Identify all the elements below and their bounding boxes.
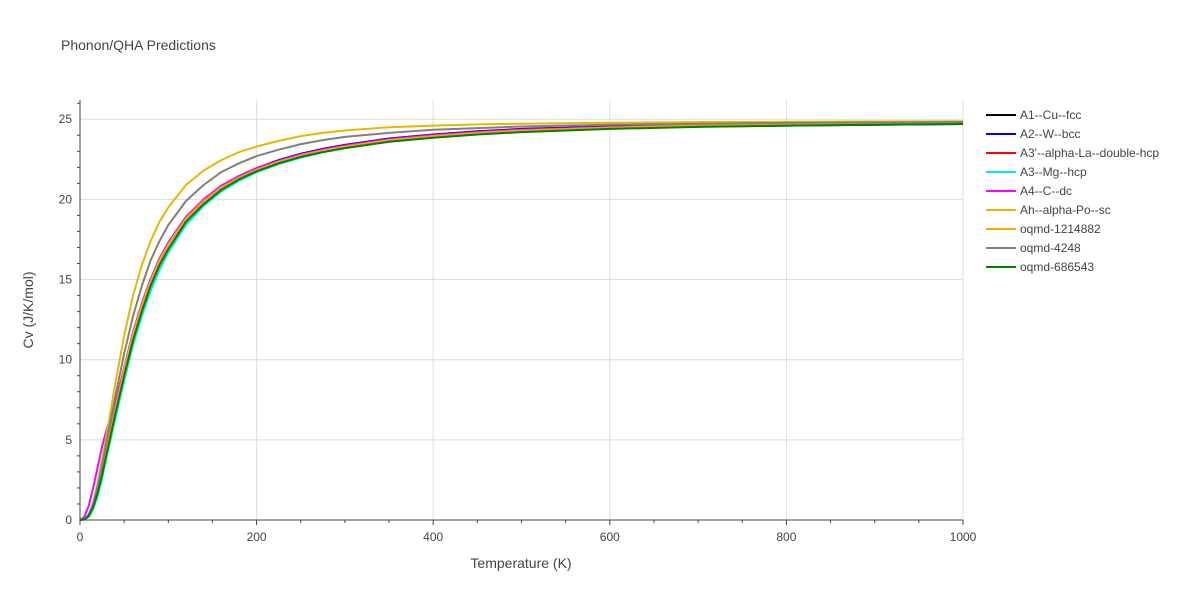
legend-label: A3--Mg--hcp bbox=[1020, 165, 1087, 179]
x-tick-label: 800 bbox=[776, 530, 796, 544]
legend-label: A3'--alpha-La--double-hcp bbox=[1020, 146, 1159, 160]
y-tick-label: 10 bbox=[59, 353, 73, 367]
series-line-A4--C--dc bbox=[80, 121, 963, 521]
legend-item[interactable]: A3'--alpha-La--double-hcp bbox=[986, 146, 1159, 160]
y-axis-label: Cv (J/K/mol) bbox=[20, 272, 36, 349]
legend-item[interactable]: A1--Cu--fcc bbox=[986, 108, 1081, 122]
y-axis-ticks: 0 5 10 15 20 25 bbox=[59, 102, 80, 527]
x-tick-label: 0 bbox=[77, 530, 84, 544]
x-tick-label: 200 bbox=[247, 530, 267, 544]
x-axis-label: Temperature (K) bbox=[470, 555, 571, 571]
x-tick-label: 600 bbox=[600, 530, 620, 544]
legend-label: Ah--alpha-Po--sc bbox=[1020, 203, 1111, 217]
y-tick-label: 0 bbox=[65, 513, 72, 527]
y-tick-label: 20 bbox=[59, 192, 73, 206]
chart-title: Phonon/QHA Predictions bbox=[61, 37, 216, 53]
series-line-oqmd-4248 bbox=[80, 121, 963, 521]
y-tick-label: 15 bbox=[59, 273, 73, 287]
legend-label: oqmd-4248 bbox=[1020, 241, 1081, 255]
y-tick-label: 5 bbox=[65, 433, 72, 447]
legend-label: A2--W--bcc bbox=[1020, 127, 1080, 141]
legend-item[interactable]: oqmd-1214882 bbox=[986, 222, 1101, 236]
x-tick-label: 400 bbox=[423, 530, 443, 544]
x-tick-label: 1000 bbox=[950, 530, 977, 544]
series-line-A1--Cu--fcc bbox=[80, 123, 963, 521]
series-line-A2--W--bcc bbox=[80, 121, 963, 521]
grid bbox=[80, 100, 964, 520]
legend-label: oqmd-1214882 bbox=[1020, 222, 1101, 236]
legend-label: A1--Cu--fcc bbox=[1020, 108, 1081, 122]
legend-label: A4--C--dc bbox=[1020, 184, 1072, 198]
legend-item[interactable]: Ah--alpha-Po--sc bbox=[986, 203, 1111, 217]
series-lines bbox=[80, 120, 963, 521]
series-line-oqmd-1214882 bbox=[80, 121, 963, 521]
legend: A1--Cu--fcc A2--W--bcc A3'--alpha-La--doub… bbox=[986, 108, 1159, 274]
x-axis-ticks: 0 200 400 600 800 1000 bbox=[77, 520, 977, 544]
legend-item[interactable]: A3--Mg--hcp bbox=[986, 165, 1087, 179]
y-tick-label: 25 bbox=[59, 112, 73, 126]
legend-item[interactable]: oqmd-4248 bbox=[986, 241, 1081, 255]
legend-label: oqmd-686543 bbox=[1020, 260, 1094, 274]
series-line-A3'--alpha-La--double-hcp bbox=[80, 121, 963, 521]
legend-item[interactable]: oqmd-686543 bbox=[986, 260, 1094, 274]
series-line-A3--Mg--hcp bbox=[80, 121, 963, 521]
legend-item[interactable]: A2--W--bcc bbox=[986, 127, 1080, 141]
series-line-oqmd-686543 bbox=[80, 123, 963, 521]
series-line-Ah--alpha-Po--sc bbox=[80, 120, 963, 521]
legend-item[interactable]: A4--C--dc bbox=[986, 184, 1072, 198]
